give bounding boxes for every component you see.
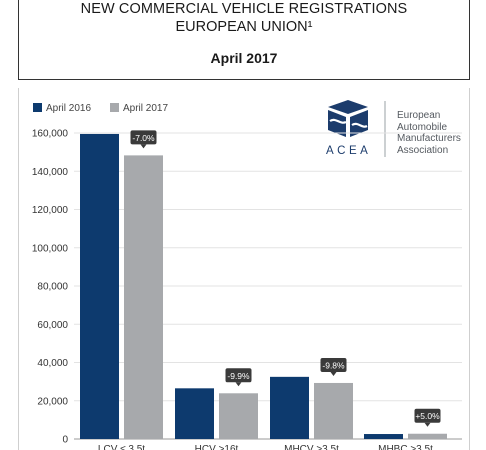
change-badge-pointer bbox=[235, 382, 242, 387]
x-tick-label: LCV ≤ 3.5t bbox=[98, 444, 145, 450]
acea-name-line: European bbox=[397, 110, 441, 121]
change-label: -9.8% bbox=[322, 360, 345, 370]
acea-cube-logo-icon bbox=[328, 100, 368, 137]
chart-title: NEW COMMERCIAL VEHICLE REGISTRATIONS bbox=[80, 1, 408, 17]
y-tick-label: 120,000 bbox=[32, 205, 69, 216]
y-tick-label: 60,000 bbox=[37, 320, 68, 331]
bar-april-2017 bbox=[124, 155, 163, 439]
change-badge bbox=[225, 368, 252, 383]
acea-name-line: Automobile bbox=[397, 121, 448, 133]
acea-name-line: Manufacturers bbox=[397, 133, 461, 144]
y-tick-label: 140,000 bbox=[32, 167, 69, 178]
change-badge bbox=[414, 408, 441, 423]
header-box: NEW COMMERCIAL VEHICLE REGISTRATIONS EUR… bbox=[18, 0, 470, 80]
acea-name-line: Association bbox=[397, 144, 449, 156]
legend-swatch-april-2016 bbox=[33, 103, 42, 112]
y-tick-label: 80,000 bbox=[37, 282, 68, 293]
change-label: -7.0% bbox=[132, 133, 155, 143]
legend-swatch-april-2017 bbox=[110, 103, 119, 112]
acea-full-name: European Automobile Manufacturers Associ… bbox=[397, 110, 477, 156]
x-tick-label: MHCV >3.5t bbox=[284, 444, 339, 450]
bar-april-2016 bbox=[364, 434, 403, 439]
change-badge-pointer bbox=[424, 422, 431, 427]
y-tick-label: 0 bbox=[62, 435, 68, 446]
change-badge bbox=[320, 357, 347, 372]
y-tick-label: 100,000 bbox=[32, 243, 69, 254]
chart-subtitle: EUROPEAN UNION¹ bbox=[175, 19, 313, 35]
change-label: -9.9% bbox=[227, 371, 250, 381]
bar-april-2016 bbox=[80, 133, 119, 440]
y-tick-label: 40,000 bbox=[37, 358, 68, 369]
x-tick-label: HCV >16t bbox=[195, 444, 239, 450]
change-badge-pointer bbox=[140, 144, 147, 149]
bar-april-2016 bbox=[175, 388, 214, 439]
y-tick-label: 160,000 bbox=[32, 129, 69, 140]
change-badge-pointer bbox=[330, 371, 337, 376]
legend-label: April 2017 bbox=[123, 103, 168, 114]
change-label: +5.0% bbox=[415, 411, 440, 421]
change-badge bbox=[130, 130, 157, 145]
chart-period: April 2017 bbox=[210, 50, 278, 66]
frame-border-left bbox=[18, 88, 19, 450]
bar-april-2016 bbox=[270, 376, 309, 439]
frame-border-right bbox=[469, 88, 470, 450]
bar-april-2017 bbox=[314, 382, 353, 439]
bar-april-2017 bbox=[408, 433, 447, 439]
legend-label: April 2016 bbox=[46, 103, 91, 114]
y-tick-label: 20,000 bbox=[37, 396, 68, 407]
acea-logo bbox=[328, 100, 386, 157]
bar-april-2017 bbox=[219, 393, 258, 439]
x-tick-label: MHBC >3.5t bbox=[378, 444, 433, 450]
acea-acronym: ACEA bbox=[326, 145, 372, 157]
